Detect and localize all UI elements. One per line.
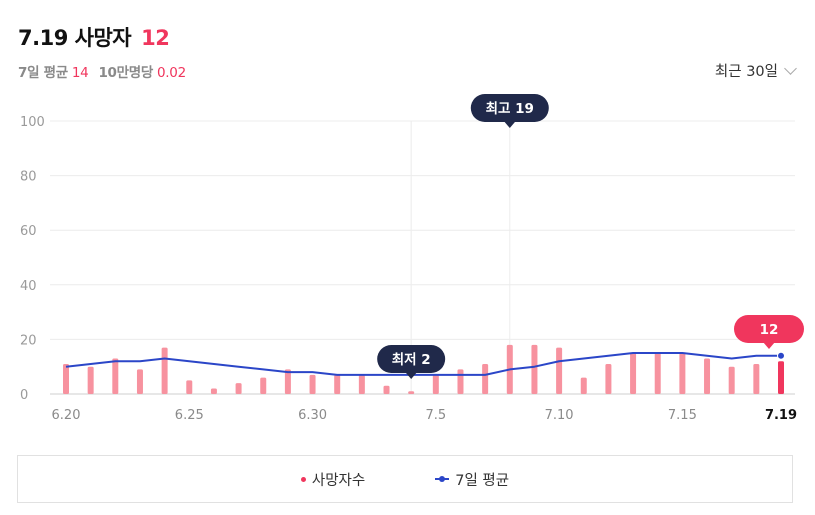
y-tick-label: 60 — [20, 224, 37, 239]
bar — [457, 369, 463, 394]
legend-dot-icon — [301, 477, 306, 482]
x-tick-label: 7.5 — [425, 408, 446, 423]
bar — [630, 353, 636, 394]
bar — [63, 364, 69, 394]
bar — [433, 375, 439, 394]
bar — [753, 364, 759, 394]
y-tick-label: 0 — [20, 388, 28, 403]
y-tick-label: 100 — [20, 115, 45, 130]
x-tick-label: 6.25 — [175, 408, 204, 423]
bar — [359, 375, 365, 394]
bar — [679, 353, 685, 394]
x-tick-label: 7.19 — [765, 408, 797, 423]
bar — [162, 348, 168, 394]
bar — [408, 391, 414, 394]
max-tooltip-label: 최고 19 — [486, 101, 534, 117]
legend-average[interactable]: 7일 평균 — [435, 469, 509, 490]
bar — [704, 359, 710, 394]
last-value-tooltip-label: 12 — [760, 322, 779, 338]
y-tick-label: 40 — [20, 279, 37, 294]
bar — [137, 369, 143, 394]
bar — [531, 345, 537, 394]
y-tick-label: 20 — [20, 333, 37, 348]
x-tick-label: 6.30 — [298, 408, 327, 423]
bar — [605, 364, 611, 394]
bar — [482, 364, 488, 394]
bar — [729, 367, 735, 394]
deaths-chart: 0 20 40 60 80 100 6.20 6.25 6.30 7.5 7.10 7.15 7.19 최… — [0, 0, 815, 440]
x-tick-label: 7.10 — [545, 408, 574, 423]
bar — [260, 378, 266, 394]
bar — [310, 375, 316, 394]
bar — [655, 353, 661, 394]
legend-average-label: 7일 평균 — [455, 469, 509, 490]
bar — [581, 378, 587, 394]
legend-deaths-label: 사망자수 — [312, 469, 365, 490]
bar — [236, 383, 242, 394]
min-tooltip-label: 최저 2 — [392, 352, 431, 368]
chart-legend: 사망자수 7일 평균 — [17, 455, 793, 503]
last-value-tooltip-pointer — [763, 342, 775, 349]
bar — [384, 386, 390, 394]
bar — [778, 361, 784, 394]
bar — [334, 375, 340, 394]
y-tick-label: 80 — [20, 170, 37, 185]
x-tick-label: 6.20 — [52, 408, 81, 423]
bar — [186, 380, 192, 394]
bar — [112, 359, 118, 394]
bar — [556, 348, 562, 394]
x-tick-label: 7.15 — [668, 408, 697, 423]
max-tooltip-pointer — [504, 121, 516, 128]
bar — [88, 367, 94, 394]
legend-line-icon — [435, 478, 449, 480]
bar — [211, 389, 217, 394]
average-point — [778, 352, 785, 359]
legend-deaths[interactable]: 사망자수 — [301, 469, 365, 490]
